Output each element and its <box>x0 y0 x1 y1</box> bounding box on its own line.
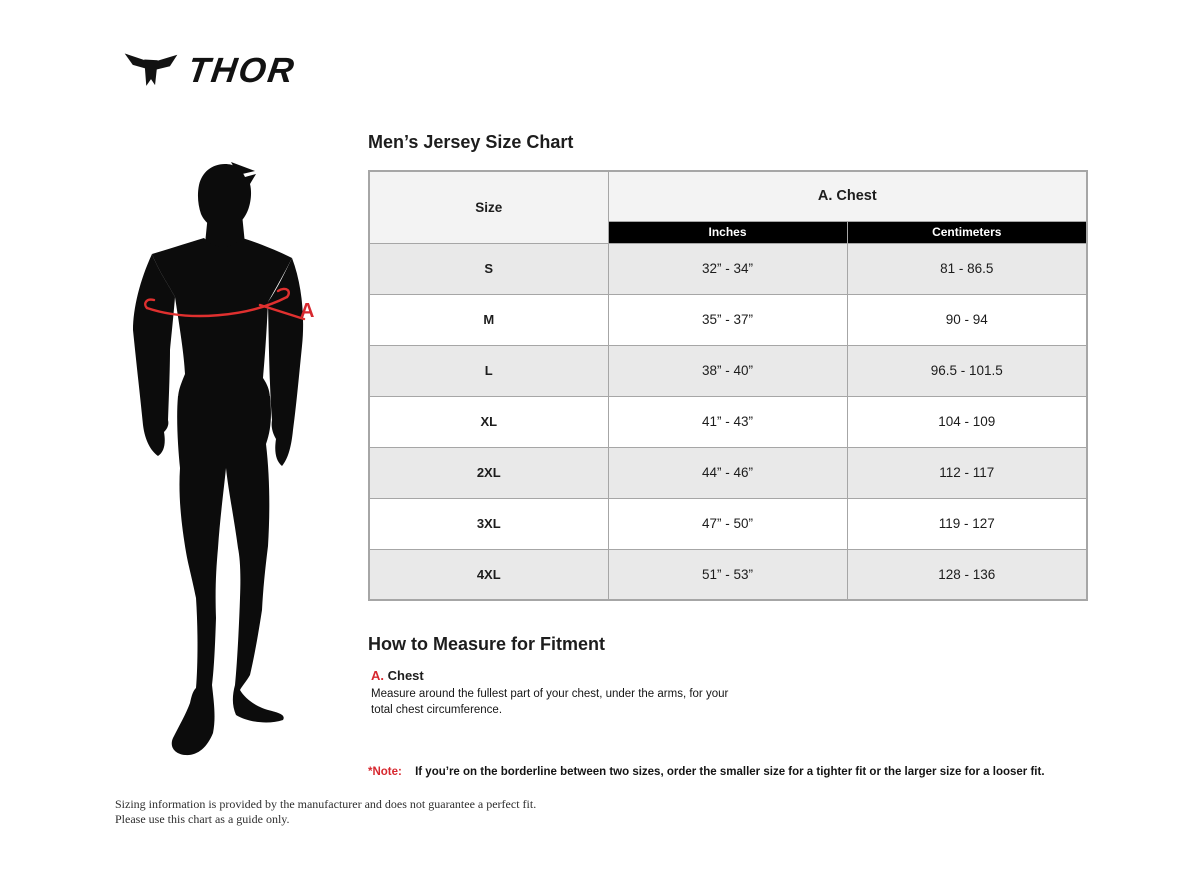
table-row-m: M 35” - 37” 90 - 94 <box>368 293 1088 346</box>
brand-logo: THOR <box>124 46 298 96</box>
column-header-centimeters: Centimeters <box>846 220 1088 244</box>
cm-value: 96.5 - 101.5 <box>846 344 1088 397</box>
size-chart-title: Men’s Jersey Size Chart <box>368 132 574 152</box>
measure-item-key: A. <box>371 668 384 683</box>
brand-logo-text: THOR <box>185 51 298 90</box>
measure-section-title: How to Measure for Fitment <box>368 634 606 654</box>
size-label: M <box>368 293 609 346</box>
disclaimer-line-2: Please use this chart as a guide only. <box>115 812 290 826</box>
column-header-inches: Inches <box>607 220 848 244</box>
cm-value: 128 - 136 <box>846 548 1088 601</box>
size-label: 4XL <box>368 548 609 601</box>
size-label: L <box>368 344 609 397</box>
thor-horns-icon <box>124 53 178 86</box>
inches-value: 32” - 34” <box>607 242 848 295</box>
table-row-s: S 32” - 34” 81 - 86.5 <box>368 242 1088 295</box>
size-label: S <box>368 242 609 295</box>
male-silhouette-figure <box>128 158 338 758</box>
silhouette-body <box>133 162 304 756</box>
measure-item-heading: A. Chest <box>371 668 751 683</box>
table-row-3xl: 3XL 47” - 50” 119 - 127 <box>368 497 1088 550</box>
disclaimer-line-1: Sizing information is provided by the ma… <box>115 797 537 811</box>
cm-value: 112 - 117 <box>846 446 1088 499</box>
note-prefix: *Note: <box>368 766 402 778</box>
inches-value: 44” - 46” <box>607 446 848 499</box>
inches-value: 51” - 53” <box>607 548 848 601</box>
size-label: 2XL <box>368 446 609 499</box>
column-header-size: Size <box>368 170 609 244</box>
cm-value: 104 - 109 <box>846 395 1088 448</box>
table-row-2xl: 2XL 44” - 46” 112 - 117 <box>368 446 1088 499</box>
column-header-chest: A. Chest <box>607 170 1088 222</box>
measure-item-description: Measure around the fullest part of your … <box>371 688 729 717</box>
table-row-l: L 38” - 40” 96.5 - 101.5 <box>368 344 1088 397</box>
disclaimer-text: Sizing information is provided by the ma… <box>115 797 536 827</box>
note-text: If you’re on the borderline between two … <box>415 766 1045 778</box>
inches-value: 47” - 50” <box>607 497 848 550</box>
inches-value: 38” - 40” <box>607 344 848 397</box>
size-label: XL <box>368 395 609 448</box>
cm-value: 119 - 127 <box>846 497 1088 550</box>
chest-measure-arrow <box>144 287 306 321</box>
cm-value: 90 - 94 <box>846 293 1088 346</box>
measure-item-label: Chest <box>387 668 424 683</box>
sizing-note: *Note: If you’re on the borderline betwe… <box>368 766 1068 778</box>
size-label: 3XL <box>368 497 609 550</box>
inches-value: 41” - 43” <box>607 395 848 448</box>
table-row-xl: XL 41” - 43” 104 - 109 <box>368 395 1088 448</box>
size-chart-table: Size A. Chest Inches Centimeters S 32” -… <box>368 170 1089 601</box>
cm-value: 81 - 86.5 <box>846 242 1088 295</box>
table-row-4xl: 4XL 51” - 53” 128 - 136 <box>368 548 1088 601</box>
figure-chest-label: A <box>300 300 315 322</box>
measure-item-chest: A. Chest Measure around the fullest part… <box>371 668 751 719</box>
inches-value: 35” - 37” <box>607 293 848 346</box>
